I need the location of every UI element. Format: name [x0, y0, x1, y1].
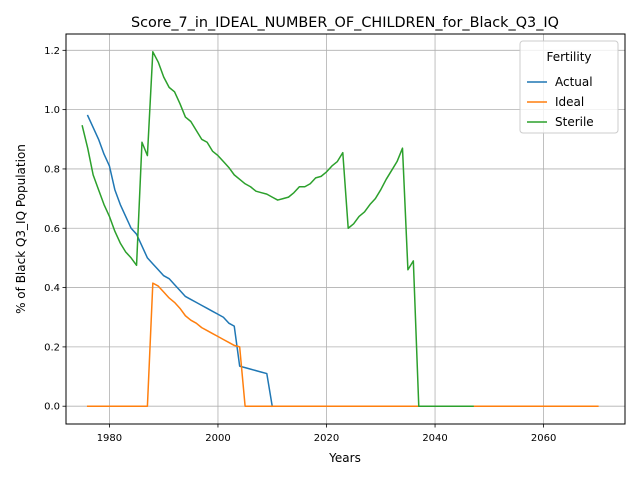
y-tick-label: 0.8 [44, 164, 60, 175]
legend: Fertility Actual Ideal Sterile [519, 40, 619, 134]
y-axis-ticks: 0.0 0.2 0.4 0.6 0.8 1.0 1.2 [44, 46, 66, 413]
y-tick-label: 0.2 [44, 342, 60, 353]
y-tick-label: 0.6 [44, 224, 60, 235]
y-tick-label: 1.2 [44, 46, 60, 57]
legend-items: Actual Ideal Sterile [527, 75, 594, 129]
y-tick-label: 0.0 [44, 402, 60, 413]
chart-title: Score_7_in_IDEAL_NUMBER_OF_CHILDREN_for_… [131, 15, 559, 31]
series-lines [81, 51, 599, 408]
y-axis-label: % of Black Q3_IQ Population [14, 144, 28, 314]
legend-box [519, 40, 619, 134]
x-tick-label: 1980 [97, 433, 122, 444]
legend-label-sterile: Sterile [555, 115, 594, 129]
series-line-ideal [86, 282, 599, 407]
x-axis-ticks: 1980 2000 2020 2040 2060 [97, 424, 556, 444]
x-tick-label: 2060 [531, 433, 556, 444]
plot-frame [65, 33, 626, 425]
legend-label-ideal: Ideal [555, 95, 584, 109]
y-tick-label: 1.0 [44, 105, 60, 116]
x-tick-label: 2040 [422, 433, 447, 444]
series-line-sterile [81, 51, 474, 407]
legend-label-actual: Actual [555, 75, 593, 89]
y-tick-label: 0.4 [44, 283, 60, 294]
x-tick-label: 2020 [314, 433, 339, 444]
x-axis-label: Years [328, 451, 361, 465]
legend-title: Fertility [546, 50, 591, 64]
x-tick-label: 2000 [205, 433, 230, 444]
